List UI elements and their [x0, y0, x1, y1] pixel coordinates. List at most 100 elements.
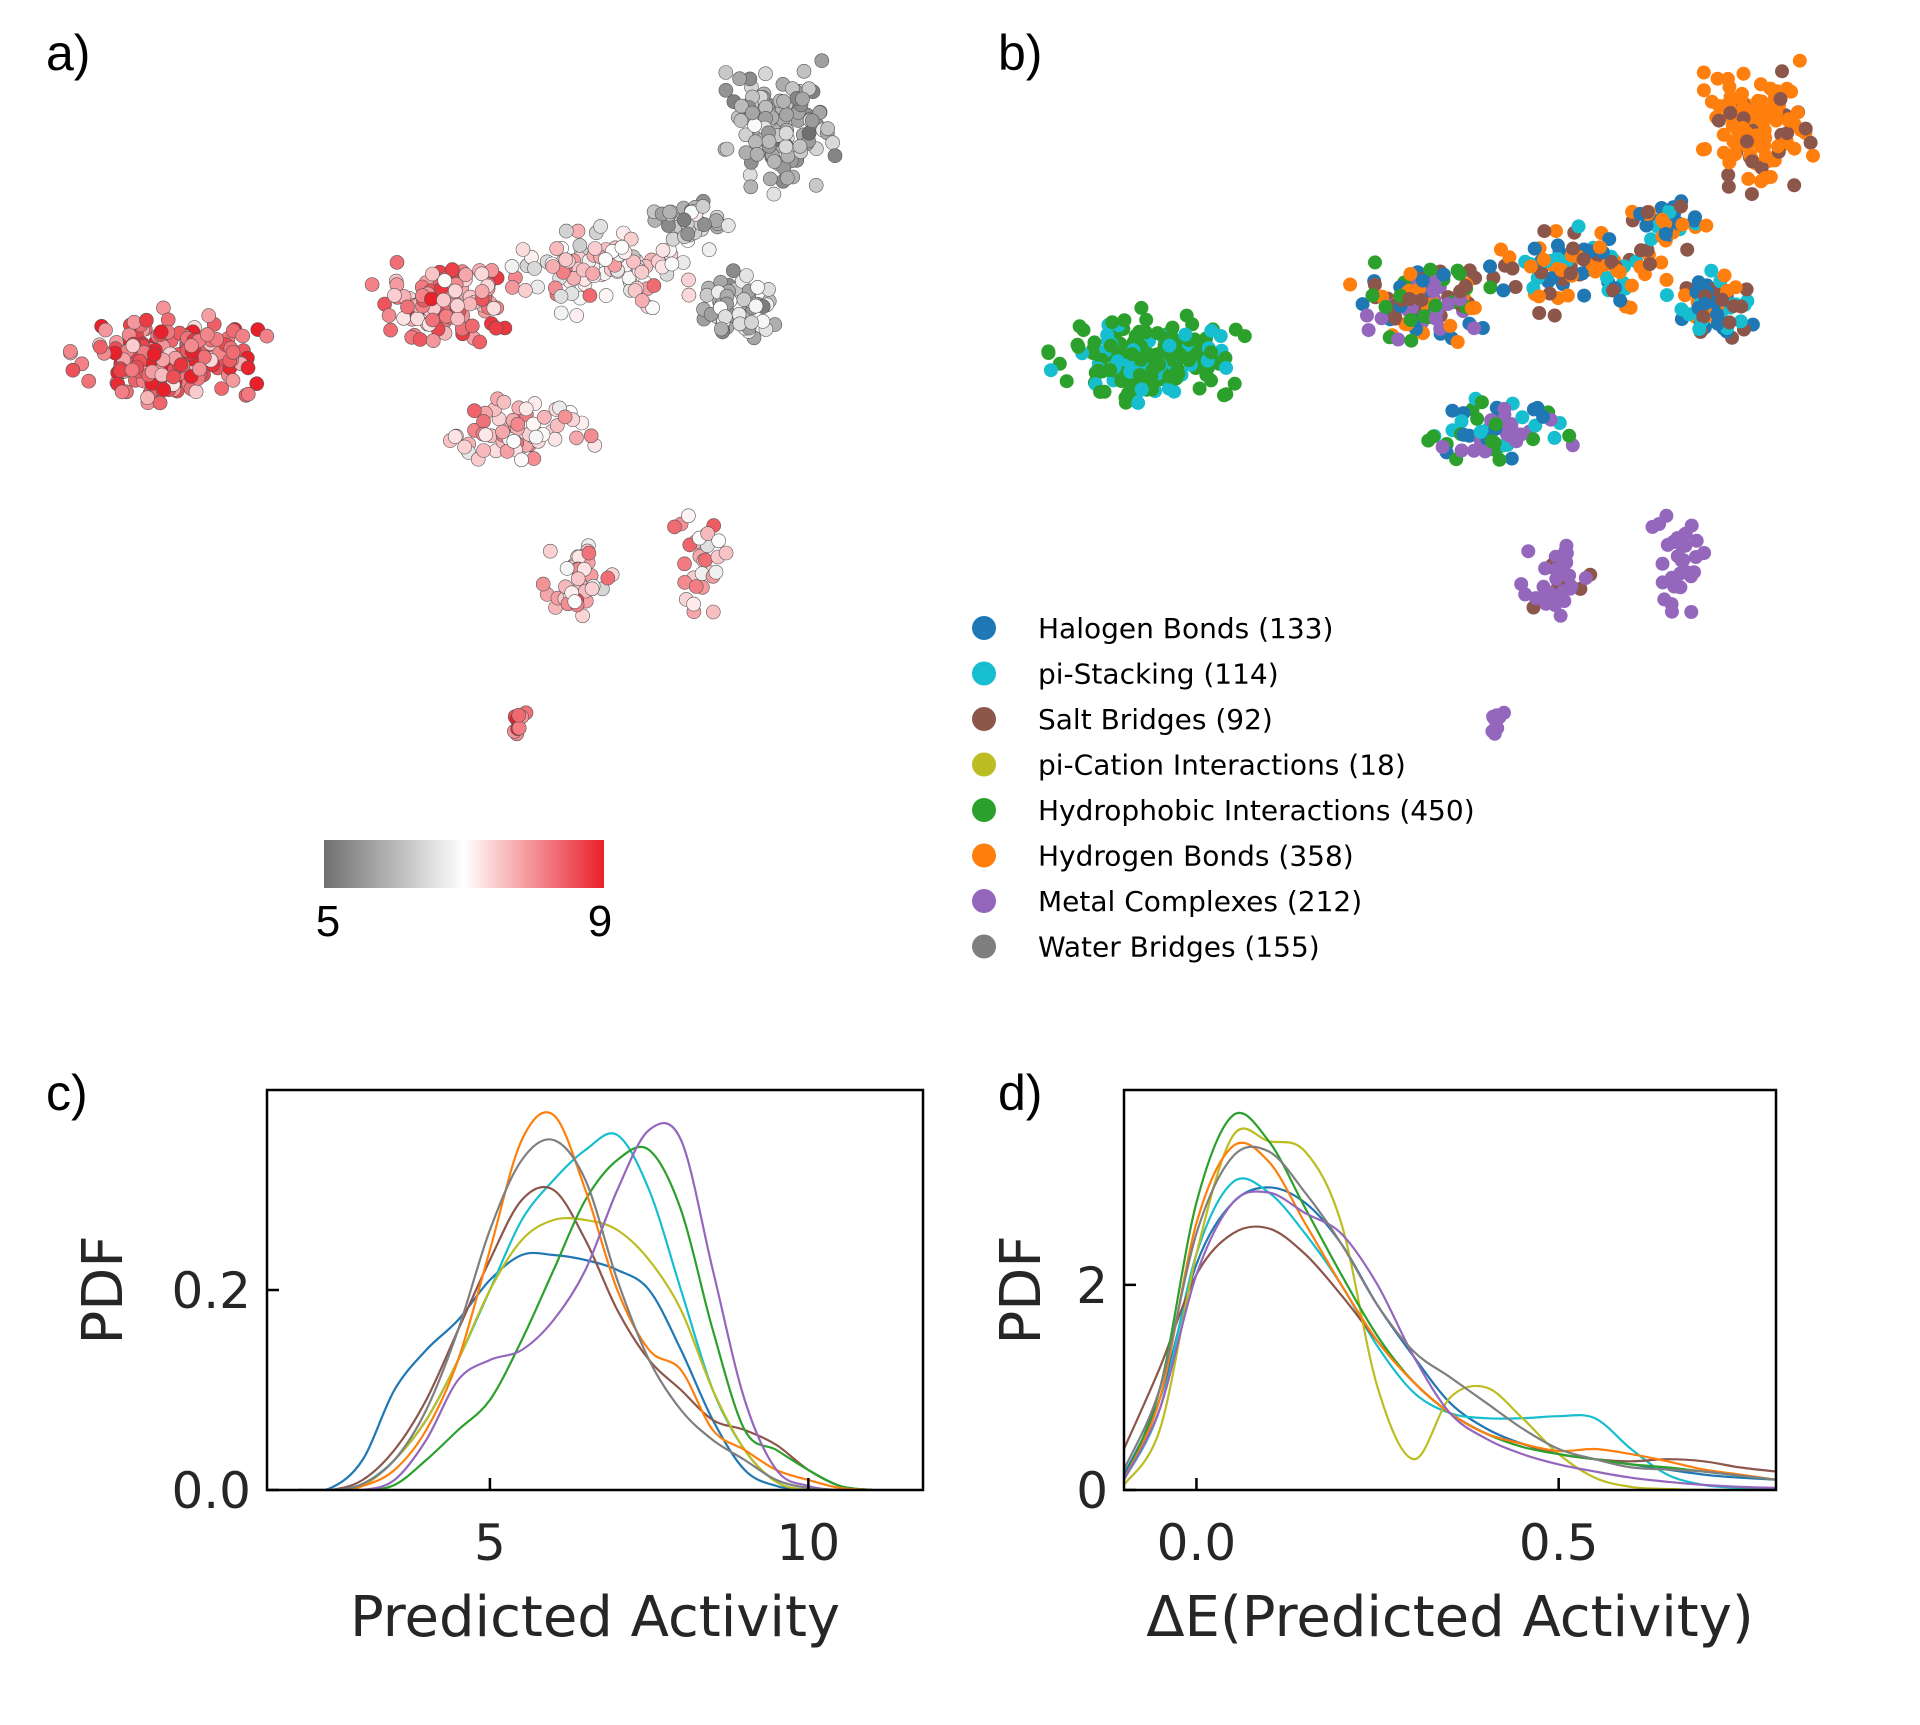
scatter-a-point — [153, 324, 169, 340]
scatter-a-point — [201, 308, 216, 323]
scatter-a-point — [749, 147, 765, 162]
chart-c-xtick-label: 10 — [777, 1514, 841, 1572]
scatter-b-point-salt — [1388, 311, 1403, 326]
scatter-b-point-metal — [1667, 579, 1682, 594]
scatter-b-point-metal — [1678, 526, 1693, 541]
scatter-a-point — [667, 519, 682, 535]
scatter-b-point-pistack — [1659, 288, 1674, 303]
scatter-b-point-pistack — [1644, 232, 1659, 247]
scatter-b-point-pistack — [1733, 314, 1748, 329]
colorbar-max-label: 9 — [588, 897, 612, 946]
scatter-b-point-hbond — [1758, 171, 1773, 185]
legend-marker-hbond — [972, 843, 996, 868]
scatter-a-point — [81, 373, 96, 389]
scatter-a-point — [553, 289, 569, 304]
scatter-b-point-hbond — [1725, 118, 1740, 133]
scatter-b-point-salt — [1537, 224, 1552, 239]
scatter-b-point-hydrophobic — [1125, 347, 1140, 362]
scatter-a-point — [518, 283, 533, 298]
scatter-b-point-salt — [1414, 293, 1429, 308]
scatter-a-point — [662, 204, 678, 220]
scatter-a-point — [801, 125, 817, 141]
scatter-a-point — [249, 376, 265, 392]
scatter-a-point — [474, 266, 490, 282]
chart-c-frame — [265, 1088, 925, 1492]
scatter-b-point-salt — [1505, 261, 1520, 276]
scatter-a-point — [114, 384, 130, 400]
scatter-b-point-hbond — [1450, 335, 1465, 349]
scatter-a-point — [808, 178, 824, 193]
scatter-b-point-hydrophobic — [1117, 313, 1132, 328]
scatter-a-point — [587, 241, 603, 256]
scatter-b-point-hbond — [1464, 301, 1479, 316]
scatter-a-point — [549, 241, 565, 256]
scatter-b-point-metal — [1514, 577, 1529, 592]
scatter-b-point-hydrophobic — [1452, 266, 1467, 281]
scatter-b-point-metal — [1545, 594, 1560, 609]
scatter-b-point-halogen — [1436, 267, 1451, 282]
scatter-b-point-hbond — [1771, 139, 1785, 154]
scatter-b-point-hbond — [1728, 147, 1743, 162]
chart-d-xlabel: ΔE(Predicted Activity) — [1146, 1585, 1754, 1650]
scatter-b-point-metal — [1538, 561, 1553, 576]
scatter-b-point-hbond — [1403, 267, 1418, 281]
scatter-b-point-salt — [1453, 284, 1468, 299]
scatter-b-point-hydrophobic — [1170, 362, 1185, 376]
scatter-a-point — [184, 338, 199, 353]
scatter-b-point-hydrophobic — [1378, 299, 1393, 314]
scatter-b-point-hydrophobic — [1086, 346, 1100, 360]
scatter-b-point-hbond — [1654, 255, 1669, 270]
scatter-b-point-hydrophobic — [1219, 387, 1234, 402]
scatter-b-point-salt — [1798, 121, 1813, 136]
scatter-a-point — [510, 416, 526, 432]
scatter-a-point — [713, 321, 729, 337]
scatter-a-point — [688, 579, 704, 594]
legend-label-pistack: pi-Stacking (114) — [1038, 658, 1279, 691]
scatter-a-point — [569, 308, 585, 323]
scatter-a-point — [761, 134, 777, 149]
scatter-b-point-hydrophobic — [1175, 350, 1190, 365]
scatter-a-point — [734, 98, 749, 114]
scatter-a-point — [778, 125, 794, 141]
scatter-a-point — [530, 279, 545, 295]
scatter-a-point — [511, 720, 527, 736]
scatter-b-point-hydrophobic — [1488, 417, 1503, 432]
scatter-a-point — [467, 403, 482, 419]
scatter-b-point-halogen — [1456, 427, 1471, 442]
legend-marker-hydrophobic — [972, 798, 996, 822]
scatter-a-point — [364, 277, 380, 292]
colorbar-min-label: 5 — [316, 897, 340, 946]
scatter-b-point-hbond — [1756, 139, 1771, 154]
legend-label-halogen: Halogen Bonds (133) — [1038, 612, 1333, 645]
scatter-a-point — [458, 267, 474, 283]
scatter-b-point-hbond — [1726, 134, 1741, 149]
scatter-a-point — [412, 332, 428, 347]
scatter-a-point — [462, 296, 478, 312]
scatter-a-point — [697, 217, 712, 232]
scatter-b-point-halogen — [1550, 238, 1565, 253]
scatter-a-point — [570, 571, 586, 587]
scatter-b-point-hydrophobic — [1103, 338, 1118, 353]
scatter-a-point — [381, 308, 397, 323]
scatter-a-point — [717, 309, 733, 325]
scatter-b-point-hydrophobic — [1118, 390, 1133, 405]
scatter-b-point-halogen — [1355, 297, 1370, 312]
scatter-b-point-hbond — [1523, 259, 1538, 274]
scatter-b-point-hbond — [1678, 288, 1692, 303]
scatter-b-point-salt — [1744, 187, 1759, 202]
scatter-a-point — [600, 570, 616, 586]
scatter-b-point-hbond — [1624, 278, 1639, 293]
scatter-a-point — [476, 443, 491, 458]
scatter-b-point-pistack — [1131, 395, 1146, 410]
scatter-a-point — [152, 395, 168, 411]
scatter-a-point — [766, 154, 782, 169]
scatter-a-point — [736, 292, 752, 307]
scatter-a-point — [542, 543, 558, 559]
scatter-a-point — [140, 390, 155, 406]
scatter-b-point-hydrophobic — [1423, 262, 1438, 277]
scatter-a-point — [192, 361, 207, 377]
scatter-a-point — [758, 66, 773, 81]
scatter-a-point — [450, 298, 465, 313]
scatter-b-point-hydrophobic — [1562, 428, 1577, 443]
